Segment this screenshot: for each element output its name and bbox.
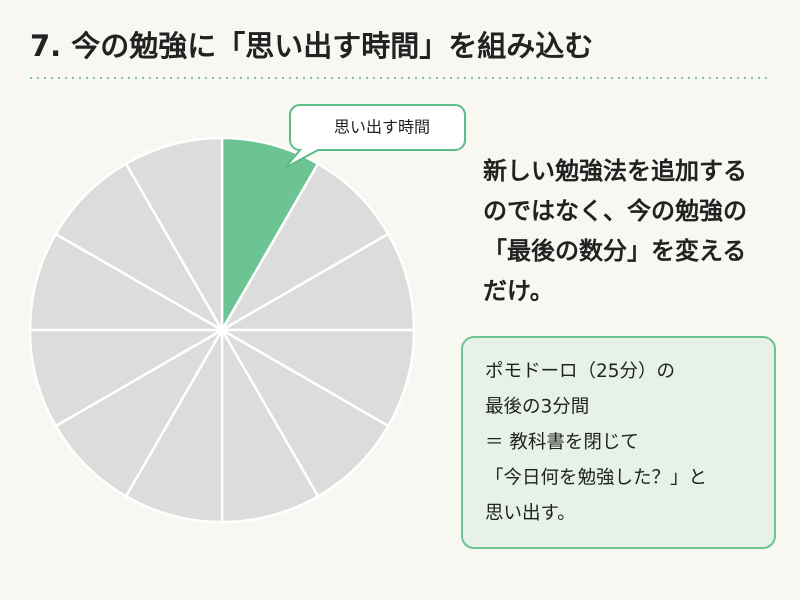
callout-bubble: [284, 104, 466, 169]
slice: [218, 162, 390, 334]
slice: [217, 328, 416, 428]
slice: [54, 162, 226, 334]
slice: [220, 325, 320, 524]
highlight-slice: [220, 136, 320, 335]
pie-diagram: [28, 136, 416, 524]
lead-line: のではなく、今の勉強の: [483, 197, 747, 225]
note-line: 思い出す。: [485, 503, 576, 524]
slice: [54, 326, 226, 498]
lead-line: 「最後の数分」を変える: [483, 237, 746, 265]
slice: [124, 136, 224, 335]
lead-line: 新しい勉強法を追加する: [483, 157, 747, 185]
slide-title: 7. 今の勉強に「思い出す時間」を組み込む: [30, 29, 593, 63]
callout-label: 思い出す時間: [334, 118, 430, 137]
note-line: ポモドーロ（25分）の: [485, 361, 675, 382]
note-line: 「今日何を勉強した？」と: [485, 468, 707, 489]
slice: [218, 326, 390, 498]
slice: [217, 232, 416, 332]
lead-line: だけ。: [483, 277, 554, 305]
note-line: ＝ 教科書を閉じて: [485, 432, 639, 453]
note-line: 最後の3分間: [485, 397, 589, 418]
note-box: [461, 336, 776, 549]
slice: [28, 328, 227, 428]
slice: [124, 325, 224, 524]
slice: [28, 232, 227, 332]
